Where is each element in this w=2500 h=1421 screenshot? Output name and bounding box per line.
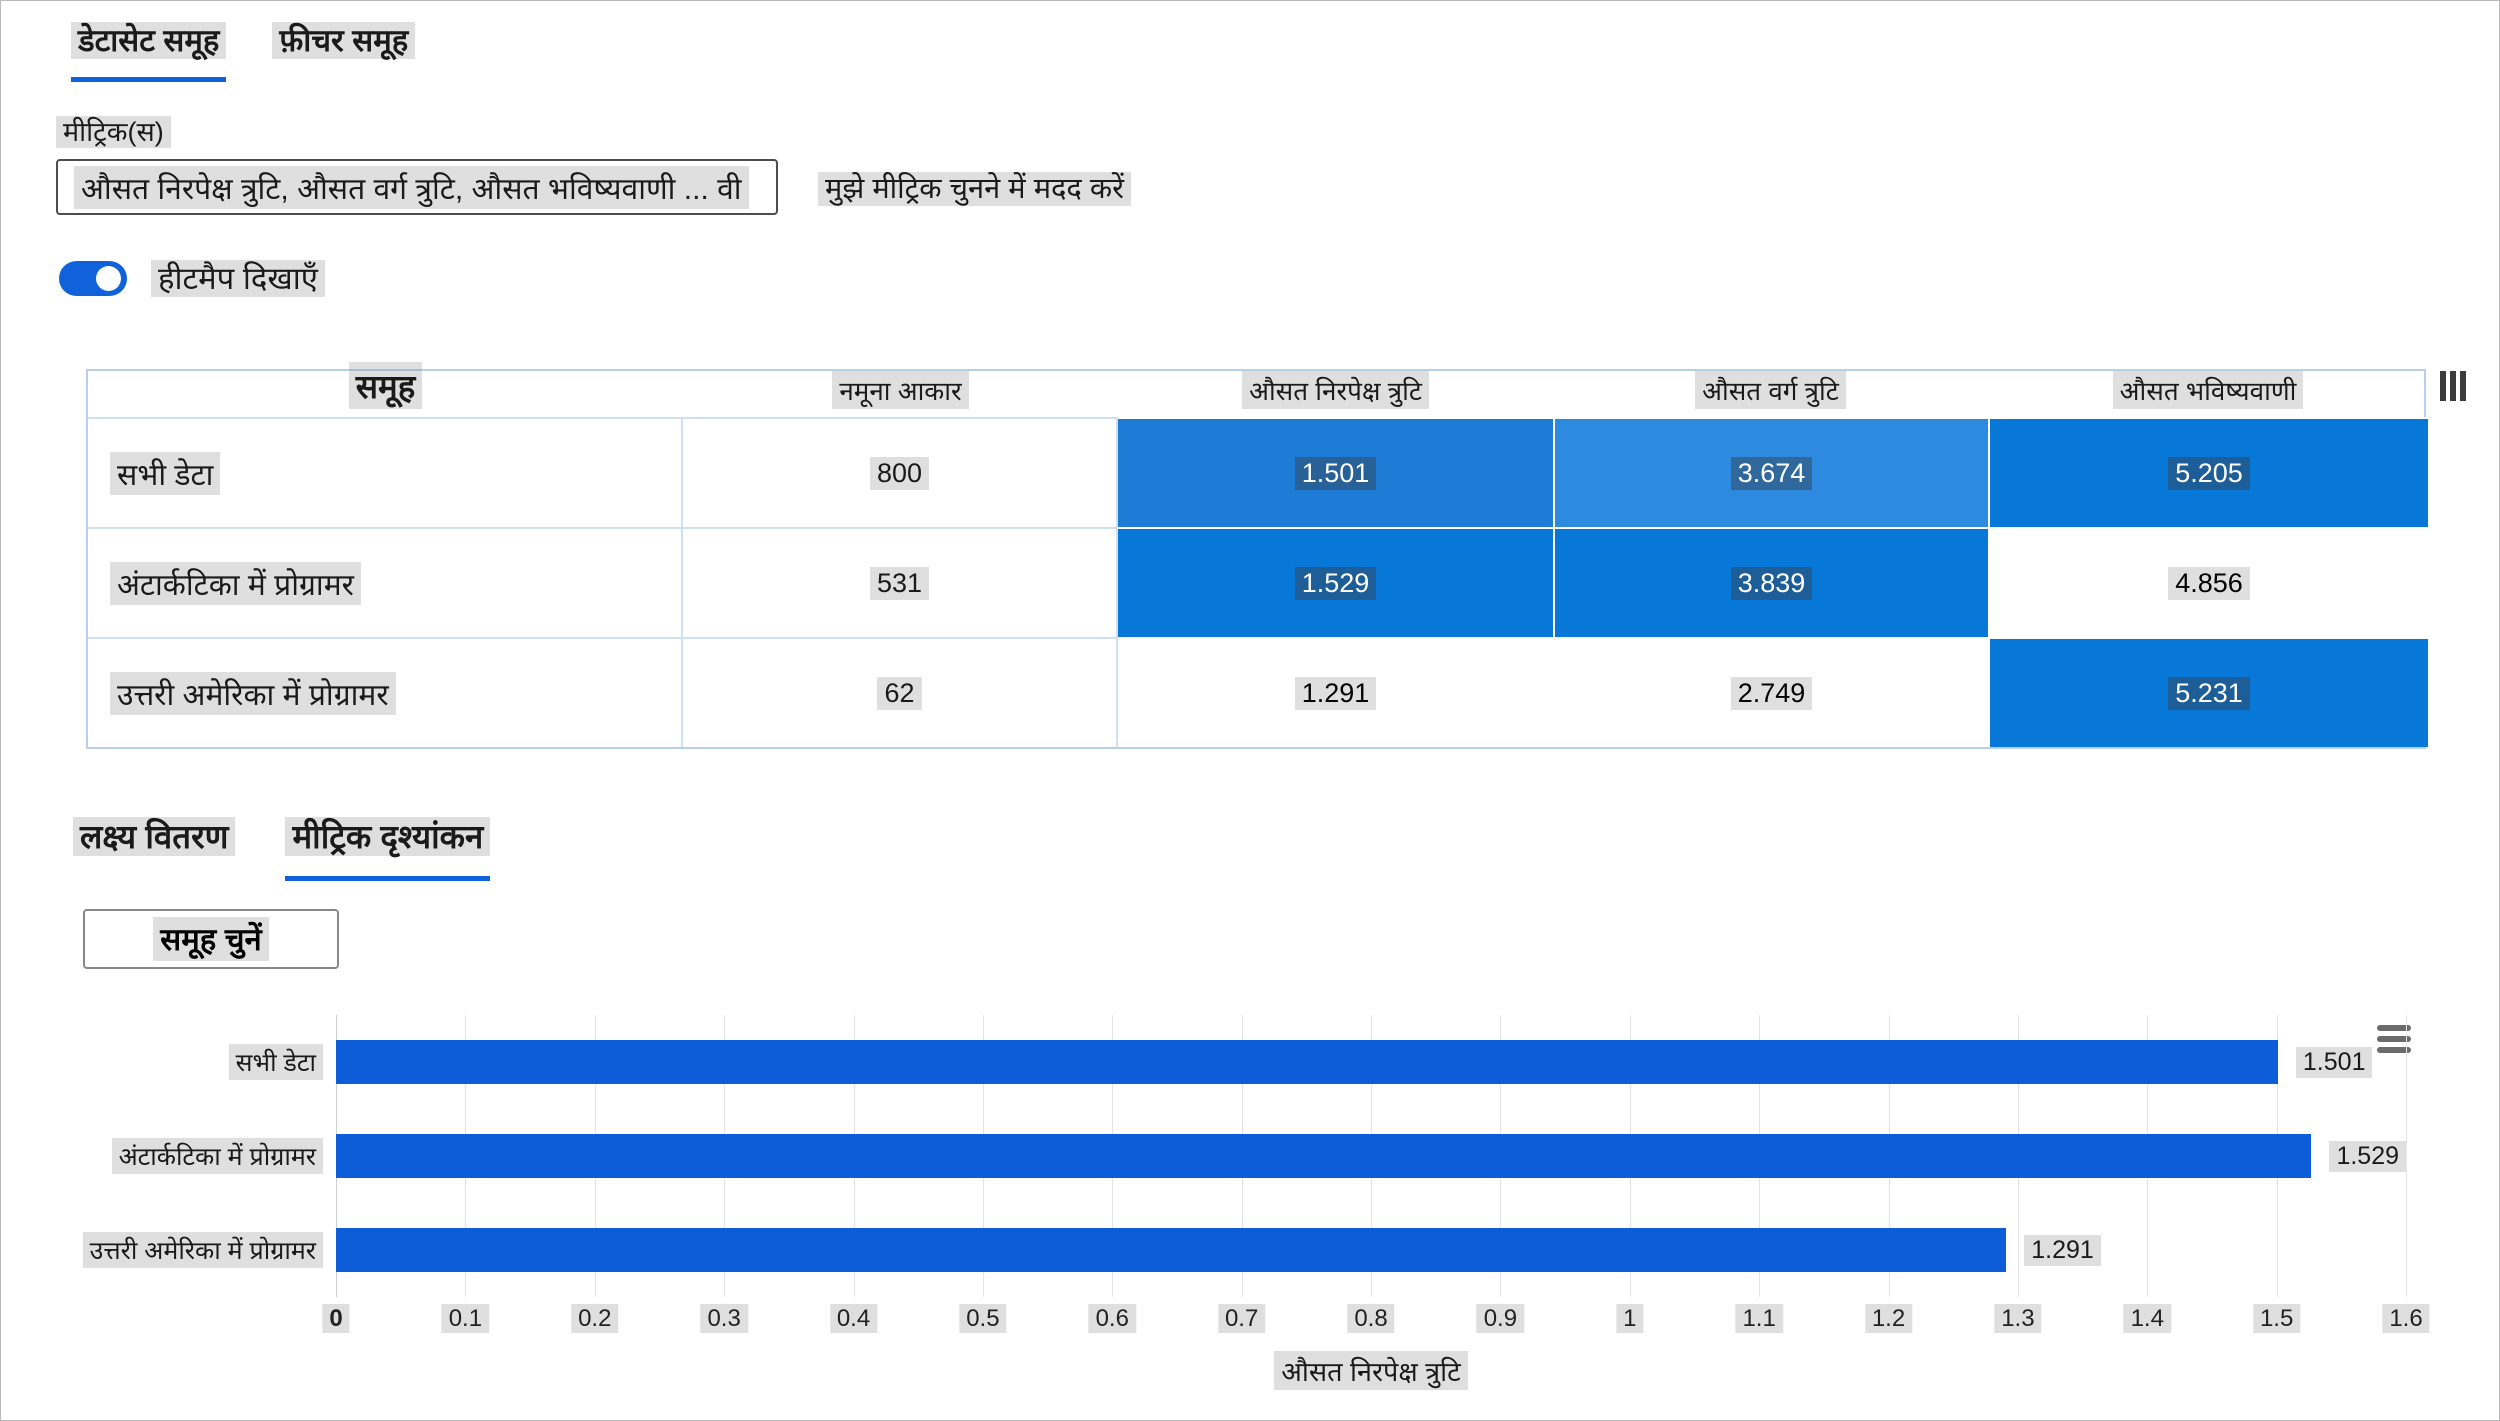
x-tick-label: 0.1 <box>441 1304 490 1333</box>
visualization-tabs: लक्ष्य वितरण मीट्रिक दृश्यांकन <box>73 813 2499 881</box>
toggle-knob-icon <box>96 265 121 291</box>
chart-menu-icon[interactable] <box>2377 1025 2411 1053</box>
x-tick-label: 0.2 <box>571 1304 619 1333</box>
bar-value-label: 1.529 <box>2329 1140 2406 1172</box>
chart-y-axis-labels: सभी डेटा अंटार्कटिका में प्रोग्रामर उत्त… <box>1 1015 323 1297</box>
bar-row: 1.501 <box>336 1015 2406 1109</box>
bar-all-data[interactable] <box>336 1040 2278 1084</box>
metrics-field-label: मीट्रिक(स) <box>56 112 2499 149</box>
x-tick-label: 1.5 <box>2252 1304 2301 1333</box>
x-tick-label: 0.4 <box>829 1304 878 1333</box>
table-cell-metric: 5.205 <box>1988 417 2428 527</box>
x-tick-label: 0.5 <box>959 1304 1007 1333</box>
table-row-cohort-name: सभी डेटा <box>88 417 683 527</box>
metric-selector-row: औसत निरपेक्ष त्रुटि, औसत वर्ग त्रुटि, औस… <box>56 159 2499 215</box>
table-cell-metric: 5.231 <box>1988 637 2428 747</box>
cohort-type-tabs: डेटासेट समूह फ़ीचर समूह <box>71 19 2499 82</box>
x-tick-label: 1.3 <box>1994 1304 2042 1333</box>
heatmap-toggle-row: हीटमैप दिखाएँ <box>59 257 2499 299</box>
table-cell-sample-size: 531 <box>683 527 1118 637</box>
bar-row: 1.529 <box>336 1109 2406 1203</box>
table-cell-sample-size: 62 <box>683 637 1118 747</box>
choose-cohort-button[interactable]: समूह चुनें <box>83 909 339 969</box>
x-tick-label: 0.9 <box>1476 1304 1525 1333</box>
column-header-mae: औसत निरपेक्ष त्रुटि <box>1118 371 1553 417</box>
bar-antarctica-programmers[interactable] <box>336 1134 2312 1178</box>
tab-metric-visualization[interactable]: मीट्रिक दृश्यांकन <box>285 813 491 881</box>
gridline <box>2406 1015 2407 1297</box>
tab-label: फ़ीचर समूह <box>272 22 416 59</box>
chart-x-axis-title: औसत निरपेक्ष त्रुटि <box>336 1351 2406 1390</box>
tab-dataset-cohorts[interactable]: डेटासेट समूह <box>71 19 227 82</box>
y-axis-label: अंटार्कटिका में प्रोग्रामर <box>1 1109 323 1203</box>
bar-north-america-programmers[interactable] <box>336 1228 2007 1272</box>
heatmap-toggle[interactable] <box>59 260 127 296</box>
x-tick-label: 0.6 <box>1088 1304 1136 1333</box>
table-cell-metric: 1.291 <box>1118 637 1553 747</box>
bar-value-label: 1.291 <box>2024 1234 2101 1266</box>
metric-bar-chart: सभी डेटा अंटार्कटिका में प्रोग्रामर उत्त… <box>1 1015 2499 1390</box>
tab-target-distribution[interactable]: लक्ष्य वितरण <box>73 813 236 881</box>
cohort-metrics-table-wrap: समूह नमूना आकार औसत निरपेक्ष त्रुटि औसत … <box>86 362 2466 749</box>
x-tick-label: 0 <box>322 1304 350 1333</box>
x-tick-label: 1.1 <box>1735 1304 1783 1333</box>
x-tick-label: 1 <box>1616 1304 1644 1333</box>
table-cell-metric: 4.856 <box>1988 527 2428 637</box>
heatmap-toggle-label: हीटमैप दिखाएँ <box>151 257 325 299</box>
bar-value-label: 1.501 <box>2295 1046 2373 1078</box>
table-row-cohort-name: अंटार्कटिका में प्रोग्रामर <box>88 527 683 637</box>
table-row-cohort-name: उत्तरी अमेरिका में प्रोग्रामर <box>88 637 683 747</box>
x-tick-label: 1.2 <box>1864 1304 1913 1333</box>
metrics-dropdown[interactable]: औसत निरपेक्ष त्रुटि, औसत वर्ग त्रुटि, औस… <box>56 159 778 215</box>
table-cell-metric: 1.501 <box>1118 417 1553 527</box>
table-cell-metric: 1.529 <box>1118 527 1553 637</box>
metrics-dropdown-value: औसत निरपेक्ष त्रुटि, औसत वर्ग त्रुटि, औस… <box>74 165 749 209</box>
table-cell-sample-size: 800 <box>683 417 1118 527</box>
y-axis-label: उत्तरी अमेरिका में प्रोग्रामर <box>1 1203 323 1297</box>
table-menu-icon[interactable] <box>2440 371 2466 401</box>
tab-label: डेटासेट समूह <box>71 22 227 59</box>
metric-help-link[interactable]: मुझे मीट्रिक चुनने में मदद करें <box>818 168 1132 207</box>
table-cell-metric: 2.749 <box>1553 637 1988 747</box>
column-header-mean-prediction: औसत भविष्यवाणी <box>1988 371 2428 417</box>
column-header-cohort: समूह <box>88 362 683 417</box>
chart-x-axis: 0 0.1 0.2 0.3 0.4 0.5 0.6 0.7 0.8 0.9 1 1.1 1.2 1.3 1.… <box>322 1304 2430 1337</box>
table-cell-metric: 3.674 <box>1553 417 1988 527</box>
column-header-mse: औसत वर्ग त्रुटि <box>1553 371 1988 417</box>
bar-row: 1.291 <box>336 1203 2406 1297</box>
x-tick-label: 0.7 <box>1217 1304 1266 1333</box>
column-header-sample-size: नमूना आकार <box>683 371 1118 417</box>
chart-plot-area: 1.501 1.529 1.291 <box>336 1015 2407 1297</box>
x-tick-label: 1.4 <box>2123 1304 2171 1333</box>
tab-feature-cohorts[interactable]: फ़ीचर समूह <box>272 19 416 82</box>
y-axis-label: सभी डेटा <box>1 1015 323 1109</box>
cohort-metrics-table: समूह नमूना आकार औसत निरपेक्ष त्रुटि औसत … <box>86 362 2428 749</box>
x-tick-label: 1.6 <box>2382 1304 2430 1333</box>
x-tick-label: 0.3 <box>700 1304 748 1333</box>
chart-bars: 1.501 1.529 1.291 <box>336 1015 2406 1297</box>
x-tick-label: 0.8 <box>1347 1304 1395 1333</box>
table-cell-metric: 3.839 <box>1553 527 1988 637</box>
